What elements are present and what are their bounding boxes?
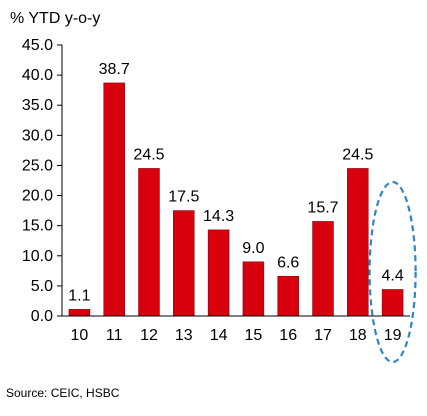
highlight-ellipse — [368, 180, 417, 364]
y-tick-label: 20.0 — [22, 188, 53, 205]
data-label: 6.6 — [277, 254, 299, 271]
data-label: 1.1 — [68, 287, 90, 304]
bar — [207, 229, 230, 317]
y-tick-label: 30.0 — [22, 127, 53, 144]
bar — [312, 221, 334, 317]
x-tick-label: 18 — [349, 327, 367, 344]
y-tick-label: 10.0 — [22, 248, 53, 265]
x-tick-label: 12 — [140, 327, 158, 344]
y-tick-label: 15.0 — [22, 218, 53, 235]
data-label: 24.5 — [133, 146, 164, 163]
x-tick-label: 17 — [314, 327, 332, 344]
y-tick-label: 40.0 — [22, 67, 53, 84]
x-tick-label: 15 — [245, 327, 263, 344]
x-tick-label: 14 — [210, 327, 228, 344]
x-tick-label: 10 — [71, 327, 89, 344]
y-tick-label: 5.0 — [31, 278, 53, 295]
bar — [138, 168, 160, 317]
x-tick-label: 19 — [384, 327, 402, 344]
data-label: 14.3 — [203, 208, 234, 225]
y-tick-label: 0.0 — [31, 308, 53, 325]
data-label: 24.5 — [342, 146, 373, 163]
data-label: 38.7 — [99, 61, 130, 78]
x-tick-label: 16 — [279, 327, 297, 344]
y-tick-label: 35.0 — [22, 97, 53, 114]
y-axis-unit-label: % YTD y-o-y — [10, 10, 101, 27]
data-label: 9.0 — [242, 240, 264, 257]
bar — [103, 82, 125, 317]
x-tick-label: 13 — [175, 327, 193, 344]
bar — [277, 275, 299, 317]
bar — [68, 309, 91, 317]
data-label: 4.4 — [381, 268, 403, 285]
y-tick-label: 25.0 — [22, 157, 53, 174]
x-tick-label: 11 — [106, 327, 123, 344]
data-label: 15.7 — [307, 199, 338, 216]
bar — [173, 210, 195, 317]
bar — [347, 168, 369, 317]
source-note: Source: CEIC, HSBC — [6, 386, 120, 400]
data-label: 17.5 — [168, 189, 199, 206]
bar — [381, 289, 404, 317]
y-tick-label: 45.0 — [22, 37, 53, 54]
bar — [242, 261, 265, 317]
